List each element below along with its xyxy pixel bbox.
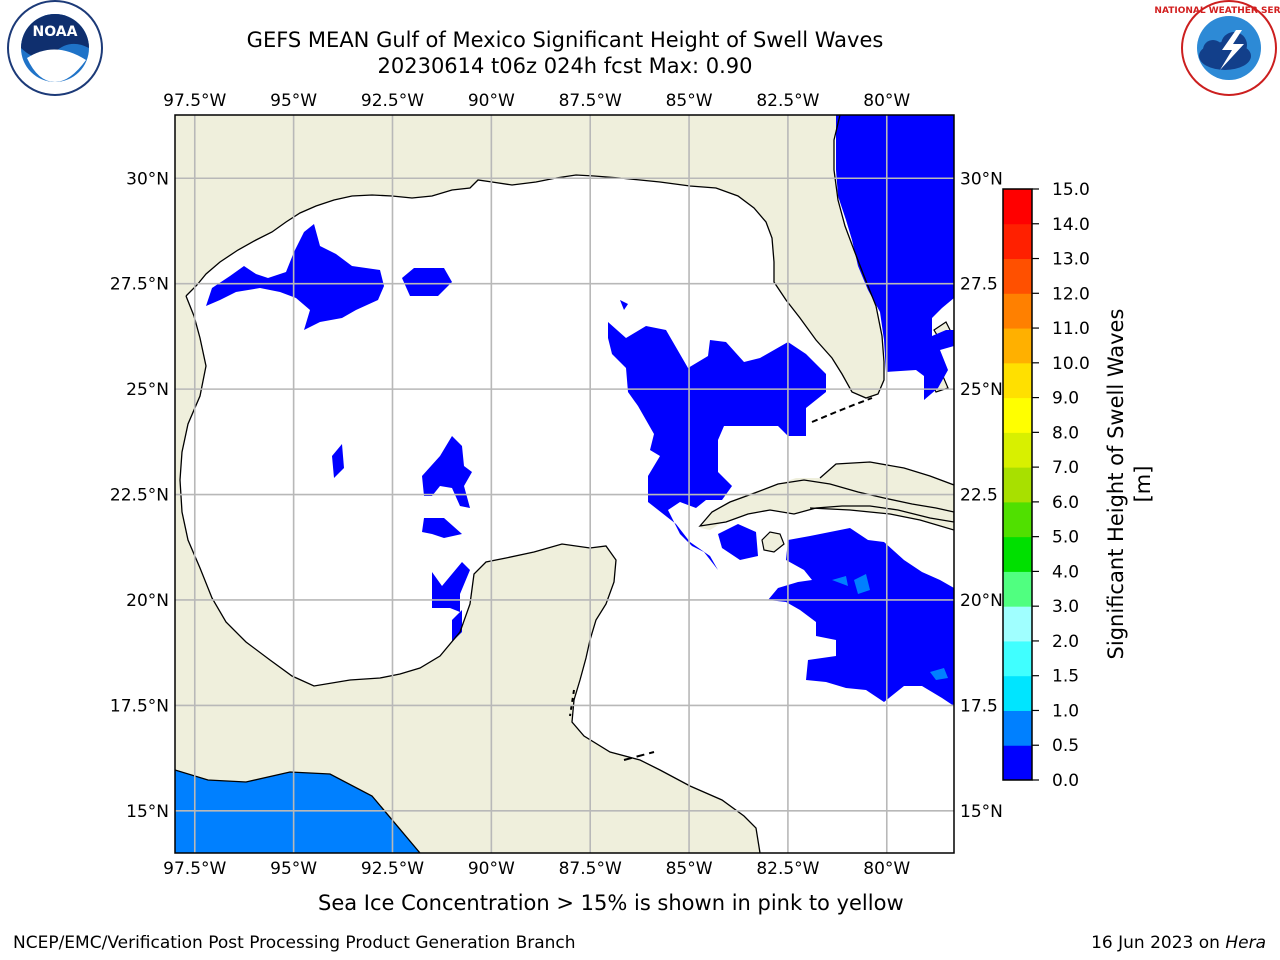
lat-tick-left: 27.5°N [110,275,169,295]
colorbar-swatch [1003,258,1032,294]
colorbar-tick-label: 5.0 [1052,528,1079,548]
lat-tick-right: 25°N [960,380,1003,400]
run-date-text: 16 Jun 2023 on [1091,933,1226,953]
colorbar-swatch [1003,571,1032,607]
nws-logo-icon: NATIONAL WEATHER SERVICE [1154,0,1280,96]
colorbar-label: Significant Height of Swell Waves [1104,309,1128,660]
colorbar-tick-label: 15.0 [1052,180,1090,200]
colorbar-frame [1002,188,1033,781]
colorbar-swatch [1003,467,1032,503]
colorbar-swatch [1003,640,1032,677]
run-host: Hera [1225,933,1266,953]
colorbar-swatch [1003,328,1032,364]
colorbar-swatch [1003,432,1032,468]
lon-tick-bottom: 87.5°W [559,859,622,879]
colorbar-swatch [1003,710,1032,746]
lon-tick-bottom: 82.5°W [756,859,819,879]
lat-tick-right: 20°N [960,591,1003,611]
sea-ice-footnote: Sea Ice Concentration > 15% is shown in … [318,891,904,915]
lon-tick-top: 80°W [863,91,910,111]
colorbar-tick-label: 13.0 [1052,250,1090,270]
colorbar-tick-label: 3.0 [1052,597,1079,617]
colorbar-tick-label: 11.0 [1052,319,1090,339]
colorbar-swatch [1003,223,1032,260]
colorbar-swatch [1003,675,1032,711]
colorbar-swatch [1003,293,1032,329]
lat-tick-right: 17.5 [960,696,998,716]
lat-tick-right: 22.5 [960,486,998,506]
colorbar-tick-label: 8.0 [1052,423,1079,443]
map-frame [174,114,955,854]
lon-tick-bottom: 97.5°W [163,859,226,879]
lat-tick-right: 27.5 [960,275,998,295]
colorbar-tick-label: 9.0 [1052,389,1079,409]
lon-tick-bottom: 92.5°W [361,859,424,879]
lat-tick-right: 15°N [960,802,1003,822]
lat-tick-left: 15°N [126,802,169,822]
swell-fill-low [206,115,954,706]
colorbar-tick-label: 14.0 [1052,215,1090,235]
colorbar-tick-label: 0.5 [1052,736,1079,756]
colorbar-swatch [1003,606,1032,642]
lon-tick-bottom: 95°W [270,859,317,879]
noaa-logo-icon: NOAA [7,0,103,96]
lat-tick-left: 22.5°N [110,486,169,506]
colorbar-tick-label: 7.0 [1052,458,1079,478]
colorbar: 0.0 0.5 1.0 1.5 2.0 3.0 4.0 5.0 6.0 7.0 8.0 9.0 10.0… [1002,180,1090,791]
colorbar-tick-label: 0.0 [1052,771,1079,791]
colorbar-swatch [1003,397,1032,433]
colorbar-swatch [1003,745,1032,781]
lon-tick-top: 90°W [468,91,515,111]
colorbar-swatch [1003,536,1032,572]
colorbar-swatch [1003,189,1032,225]
colorbar-swatch [1003,362,1032,399]
chart-title: GEFS MEAN Gulf of Mexico Significant Hei… [246,28,884,52]
lat-tick-left: 20°N [126,591,169,611]
lat-tick-right: 30°N [960,169,1003,189]
lon-tick-top: 97.5°W [163,91,226,111]
lon-tick-top: 87.5°W [559,91,622,111]
run-date: 16 Jun 2023 on Hera [1091,933,1266,953]
lat-tick-left: 25°N [126,380,169,400]
chart-subtitle: 20230614 t06z 024h fcst Max: 0.90 [377,54,753,78]
lon-tick-bottom: 90°W [468,859,515,879]
lon-tick-bottom: 85°W [666,859,713,879]
colorbar-tick-label: 12.0 [1052,284,1090,304]
lon-tick-top: 92.5°W [361,91,424,111]
lat-tick-left: 30°N [126,169,169,189]
lon-tick-top: 85°W [666,91,713,111]
map-tick-labels: 97.5°W 97.5°W 95°W 95°W 92.5°W 92.5°W 90°W 90°W… [110,91,1003,879]
colorbar-tick-label: 2.0 [1052,632,1079,652]
noaa-mark: NOAA [33,24,78,40]
colorbar-tick-label: 1.0 [1052,701,1079,721]
colorbar-swatch [1003,501,1032,538]
colorbar-tick-label: 6.0 [1052,493,1079,513]
lon-tick-bottom: 80°W [863,859,910,879]
producer-credit: NCEP/EMC/Verification Post Processing Pr… [13,933,576,953]
map-area [175,115,954,853]
colorbar-label-line2: [m] [1131,466,1155,503]
lat-tick-left: 17.5°N [110,696,169,716]
lon-tick-top: 95°W [270,91,317,111]
colorbar-tick-label: 1.5 [1052,667,1079,687]
colorbar-tick-label: 4.0 [1052,562,1079,582]
cuba-land [698,479,954,527]
nws-ring-text: NATIONAL WEATHER SERVICE [1154,6,1280,16]
map-gridlines [175,115,954,853]
colorbar-tick-label: 10.0 [1052,354,1090,374]
lon-tick-top: 82.5°W [756,91,819,111]
